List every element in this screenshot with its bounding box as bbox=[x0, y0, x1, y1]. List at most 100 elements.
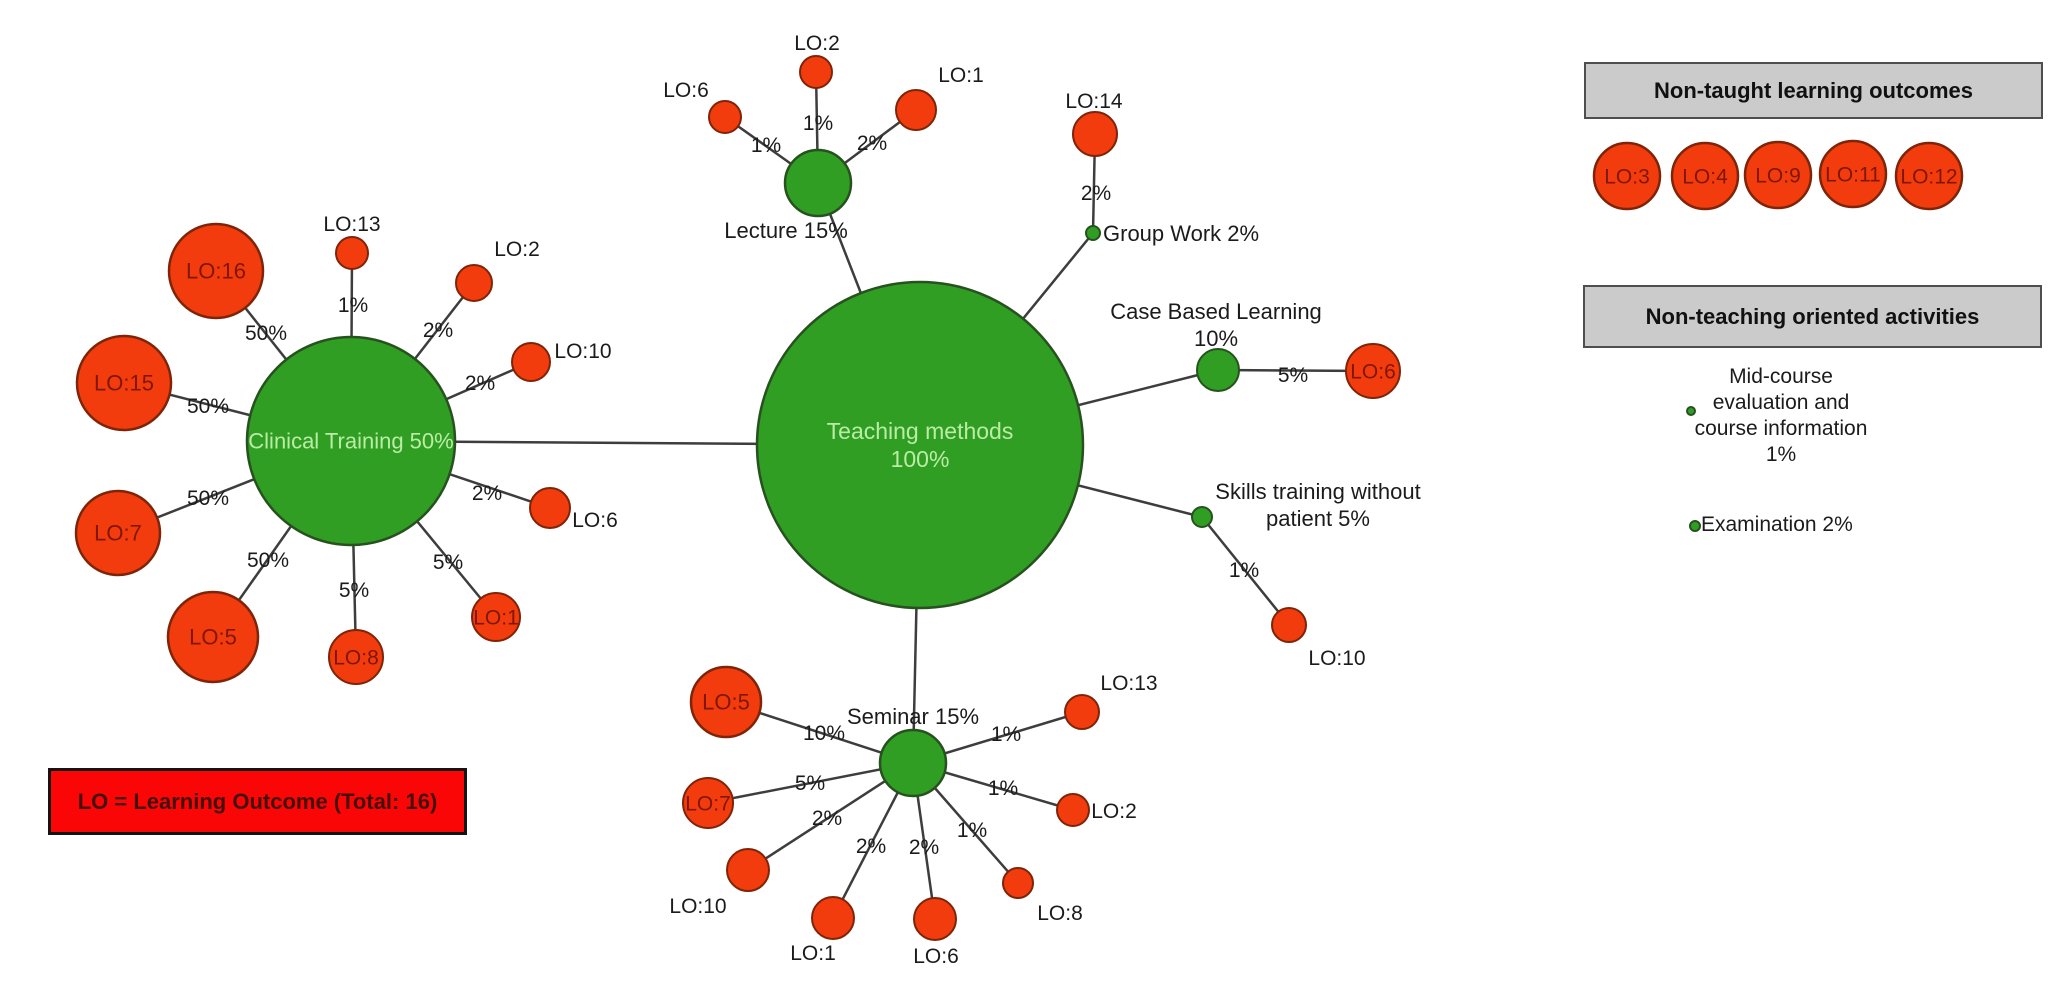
node-lo6-lecture bbox=[708, 100, 742, 134]
node-lo8-seminar bbox=[1002, 867, 1034, 899]
label-lo2-clinical: LO:2 bbox=[494, 238, 540, 261]
node-lo13-clinical bbox=[335, 236, 369, 270]
node-lo6-cbl bbox=[1345, 343, 1401, 399]
node-lo14-groupwork bbox=[1072, 111, 1118, 157]
label-lo7-seminar: LO:7 bbox=[685, 792, 731, 815]
edge-label-clinical-training-lo7-clinical: 50% bbox=[187, 487, 229, 510]
midcourse-line-3: course information bbox=[1694, 417, 1868, 440]
label-lecture: Lecture 15% bbox=[724, 218, 848, 243]
label-lo8-clinical: LO:8 bbox=[333, 646, 379, 669]
label-seminar: Seminar 15% bbox=[847, 704, 979, 729]
edge-label-seminar-lo7-seminar: 5% bbox=[795, 772, 825, 795]
label-lo8-seminar: LO:8 bbox=[1037, 902, 1083, 925]
edge-label-clinical-training-lo16-clinical: 50% bbox=[245, 322, 287, 345]
node-case-based-learning bbox=[1196, 348, 1240, 392]
midcourse-line-2: evaluation and bbox=[1712, 391, 1850, 414]
node-lo6-seminar bbox=[913, 897, 957, 941]
node-lo11-panel bbox=[1818, 139, 1888, 209]
edge-skills-training-lo10-skills bbox=[1201, 516, 1290, 626]
label-lo2-lecture: LO:2 bbox=[794, 32, 840, 55]
label-lo10-skills: LO:10 bbox=[1308, 647, 1365, 670]
label-lo2-seminar: LO:2 bbox=[1091, 800, 1137, 823]
node-group-work bbox=[1085, 225, 1101, 241]
edge-label-seminar-lo1-seminar: 2% bbox=[856, 835, 886, 858]
label-lo6-clinical: LO:6 bbox=[572, 509, 618, 532]
label-lo14-groupwork: LO:14 bbox=[1065, 90, 1123, 113]
node-lo12-panel bbox=[1894, 141, 1964, 211]
label-case-based-learning: Case Based Learning 10% bbox=[1110, 299, 1322, 351]
node-lecture bbox=[783, 148, 853, 218]
label-lo5-seminar: LO:5 bbox=[702, 690, 750, 715]
node-lo1-seminar bbox=[811, 896, 855, 940]
label-lo13-clinical: LO:13 bbox=[323, 213, 380, 236]
node-lo10-skills bbox=[1271, 607, 1307, 643]
node-lo10-seminar bbox=[726, 848, 770, 892]
edge-label-lecture-lo2-lecture: 1% bbox=[803, 112, 833, 135]
edge-seminar-lo7-seminar bbox=[707, 761, 914, 805]
edge-label-seminar-lo5-seminar: 10% bbox=[803, 722, 845, 745]
label-lo11-panel: LO:11 bbox=[1825, 163, 1881, 186]
label-lo1-clinical: LO:1 bbox=[473, 606, 519, 629]
label-lo10-seminar: LO:10 bbox=[669, 895, 726, 918]
non-taught-outcomes-title: Non-taught learning outcomes bbox=[1654, 77, 1973, 103]
non-teaching-activities-header: Non-teaching oriented activities bbox=[1583, 285, 2042, 348]
edge-label-seminar-lo10-seminar: 2% bbox=[812, 807, 842, 830]
edge-label-clinical-training-lo5-clinical: 50% bbox=[247, 549, 289, 572]
label-lo5-clinical: LO:5 bbox=[189, 625, 237, 650]
node-clinical-training bbox=[245, 335, 457, 547]
node-lo13-seminar bbox=[1064, 694, 1100, 730]
midcourse-line-1: Mid-course bbox=[1729, 365, 1833, 388]
node-lo3-panel bbox=[1592, 141, 1662, 211]
label-lo3-panel: LO:3 bbox=[1604, 165, 1650, 188]
node-lo7-seminar bbox=[682, 777, 734, 829]
node-lo4-panel bbox=[1670, 141, 1740, 211]
node-lo5-clinical bbox=[166, 590, 260, 684]
label-lo12-panel: LO:12 bbox=[1900, 165, 1957, 188]
label-lo9-panel: LO:9 bbox=[1755, 164, 1801, 187]
edge-label-lecture-lo1-lecture: 2% bbox=[857, 132, 887, 155]
edge-label-group-work-lo14-groupwork: 2% bbox=[1081, 182, 1111, 205]
edge-label-case-based-learning-lo6-cbl: 5% bbox=[1278, 364, 1308, 387]
node-lo2-clinical bbox=[455, 264, 493, 302]
node-lo5-seminar bbox=[689, 665, 763, 739]
edge-label-clinical-training-lo8-clinical: 5% bbox=[339, 579, 369, 602]
examination-label: Examination 2% bbox=[1701, 513, 1853, 536]
label-lo6-lecture: LO:6 bbox=[663, 79, 709, 102]
label-clinical-training: Clinical Training 50% bbox=[248, 429, 453, 454]
edge-label-seminar-lo6-seminar: 2% bbox=[909, 836, 939, 859]
node-lo10-clinical bbox=[511, 342, 551, 382]
node-lo15-clinical bbox=[75, 334, 173, 432]
midcourse-evaluation-label: Mid-course evaluation and course informa… bbox=[1656, 364, 1906, 468]
node-lo16-clinical bbox=[167, 222, 265, 320]
label-lo4-panel: LO:4 bbox=[1682, 165, 1728, 188]
label-lo13-seminar: LO:13 bbox=[1100, 672, 1157, 695]
node-lo8-clinical bbox=[328, 629, 384, 685]
non-taught-outcomes-header: Non-taught learning outcomes bbox=[1584, 62, 2043, 119]
node-lo1-lecture bbox=[895, 89, 937, 131]
edge-label-clinical-training-lo10-clinical: 2% bbox=[465, 372, 495, 395]
node-lo1-clinical bbox=[471, 592, 521, 642]
node-skills-training bbox=[1191, 506, 1213, 528]
label-lo6-seminar: LO:6 bbox=[913, 945, 959, 968]
label-lo15-clinical: LO:15 bbox=[94, 371, 154, 396]
label-lo1-seminar: LO:1 bbox=[790, 942, 836, 965]
edge-label-seminar-lo8-seminar: 1% bbox=[957, 819, 987, 842]
edge-label-clinical-training-lo15-clinical: 50% bbox=[187, 395, 229, 418]
label-lo10-clinical: LO:10 bbox=[554, 340, 611, 363]
node-midcourse-dot bbox=[1686, 406, 1696, 416]
label-skills-training: Skills training without patient 5% bbox=[1215, 479, 1420, 531]
label-lo6-cbl: LO:6 bbox=[1350, 360, 1396, 383]
label-lo16-clinical: LO:16 bbox=[186, 259, 246, 284]
edge-label-skills-training-lo10-skills: 1% bbox=[1229, 559, 1259, 582]
label-group-work: Group Work 2% bbox=[1103, 221, 1259, 246]
legend-text: LO = Learning Outcome (Total: 16) bbox=[77, 788, 438, 814]
node-lo6-clinical bbox=[529, 487, 571, 529]
label-lo7-clinical: LO:7 bbox=[94, 521, 142, 546]
edge-label-clinical-training-lo2-clinical: 2% bbox=[423, 319, 453, 342]
node-lo2-lecture bbox=[799, 55, 833, 89]
edge-label-lecture-lo6-lecture: 1% bbox=[751, 134, 781, 157]
edge-label-clinical-training-lo6-clinical: 2% bbox=[472, 482, 502, 505]
label-lo1-lecture: LO:1 bbox=[938, 64, 984, 87]
